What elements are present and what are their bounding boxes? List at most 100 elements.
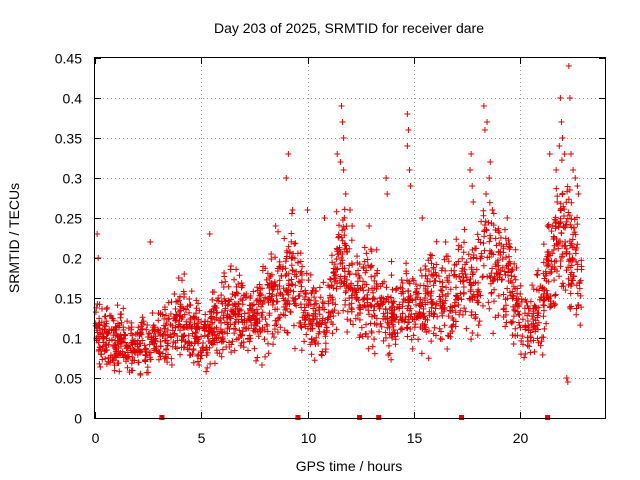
data-point: [94, 301, 101, 308]
data-point: [534, 272, 541, 279]
data-point: [341, 268, 348, 275]
data-point: [144, 322, 151, 329]
data-point: [489, 265, 496, 272]
data-point: [285, 297, 292, 304]
data-point: [312, 297, 319, 304]
data-point: [467, 276, 474, 283]
data-point: [422, 316, 429, 323]
data-point: [186, 296, 193, 303]
data-point: [329, 259, 336, 266]
data-point: [512, 276, 519, 283]
data-point: [167, 310, 174, 317]
data-point: [97, 363, 104, 370]
data-point: [499, 255, 506, 262]
data-point: [319, 299, 326, 306]
data-point: [511, 273, 518, 280]
data-point: [208, 321, 215, 328]
data-point: [331, 275, 338, 282]
data-point: [206, 324, 213, 331]
data-point: [511, 306, 518, 313]
data-point: [557, 207, 564, 214]
data-point: [262, 316, 269, 323]
data-point: [334, 151, 341, 157]
data-point: [371, 336, 378, 343]
data-point: [220, 338, 227, 345]
data-point: [249, 313, 256, 320]
data-point: [348, 306, 355, 313]
data-point: [329, 330, 336, 337]
data-point: [135, 359, 142, 366]
data-point: [191, 313, 198, 320]
data-point: [275, 228, 282, 235]
data-point: [369, 285, 376, 292]
data-point: [548, 258, 555, 265]
data-point: [368, 329, 375, 336]
data-point: [295, 278, 302, 285]
data-point: [352, 271, 359, 278]
data-point: [383, 284, 390, 291]
data-point: [356, 261, 363, 268]
data-point: [277, 291, 284, 298]
data-point: [413, 285, 420, 292]
data-point: [146, 341, 153, 348]
data-point: [358, 324, 365, 331]
data-point: [235, 300, 242, 307]
data-point: [334, 246, 341, 253]
data-point: [400, 296, 407, 303]
data-point: [172, 324, 179, 331]
data-point: [542, 268, 549, 275]
data-point: [490, 330, 497, 337]
data-point: [336, 233, 343, 240]
data-point: [99, 330, 106, 337]
data-point: [548, 303, 555, 310]
data-point: [157, 310, 164, 317]
data-point: [235, 280, 242, 287]
data-point: [237, 332, 244, 339]
data-point: [526, 343, 533, 350]
data-point: [481, 221, 488, 228]
data-point: [479, 274, 486, 281]
data-point: [235, 310, 242, 317]
data-point: [540, 307, 547, 314]
data-point: [196, 307, 203, 314]
data-point: [326, 275, 333, 282]
data-point: [460, 277, 467, 284]
data-point: [339, 227, 346, 234]
data-point: [437, 287, 444, 294]
data-point: [411, 324, 418, 331]
data-point: [407, 325, 414, 332]
data-point: [280, 311, 287, 318]
zero-marker: [459, 415, 465, 420]
data-point: [421, 326, 428, 333]
data-point: [557, 263, 564, 270]
data-point: [568, 199, 575, 206]
data-point: [237, 307, 244, 314]
data-point: [216, 330, 223, 337]
data-point: [302, 293, 309, 300]
data-point: [312, 341, 319, 348]
data-point: [567, 282, 574, 289]
data-point: [533, 271, 540, 278]
data-point: [196, 362, 203, 369]
data-point: [530, 286, 537, 293]
data-point: [484, 254, 491, 261]
data-point: [540, 297, 547, 304]
data-point: [418, 350, 425, 357]
data-point: [409, 345, 416, 352]
data-point: [282, 307, 289, 314]
data-point: [139, 314, 146, 321]
data-point: [131, 337, 138, 344]
data-point: [248, 322, 255, 329]
data-point: [298, 276, 305, 283]
data-point: [284, 289, 291, 296]
data-point: [545, 224, 552, 231]
data-point: [211, 337, 218, 344]
data-point: [497, 271, 504, 278]
data-point: [266, 275, 273, 282]
data-point: [468, 266, 475, 273]
data-point: [475, 322, 482, 329]
data-points: [92, 63, 585, 385]
data-point: [271, 278, 278, 285]
data-point: [293, 268, 300, 275]
data-point: [332, 271, 339, 278]
